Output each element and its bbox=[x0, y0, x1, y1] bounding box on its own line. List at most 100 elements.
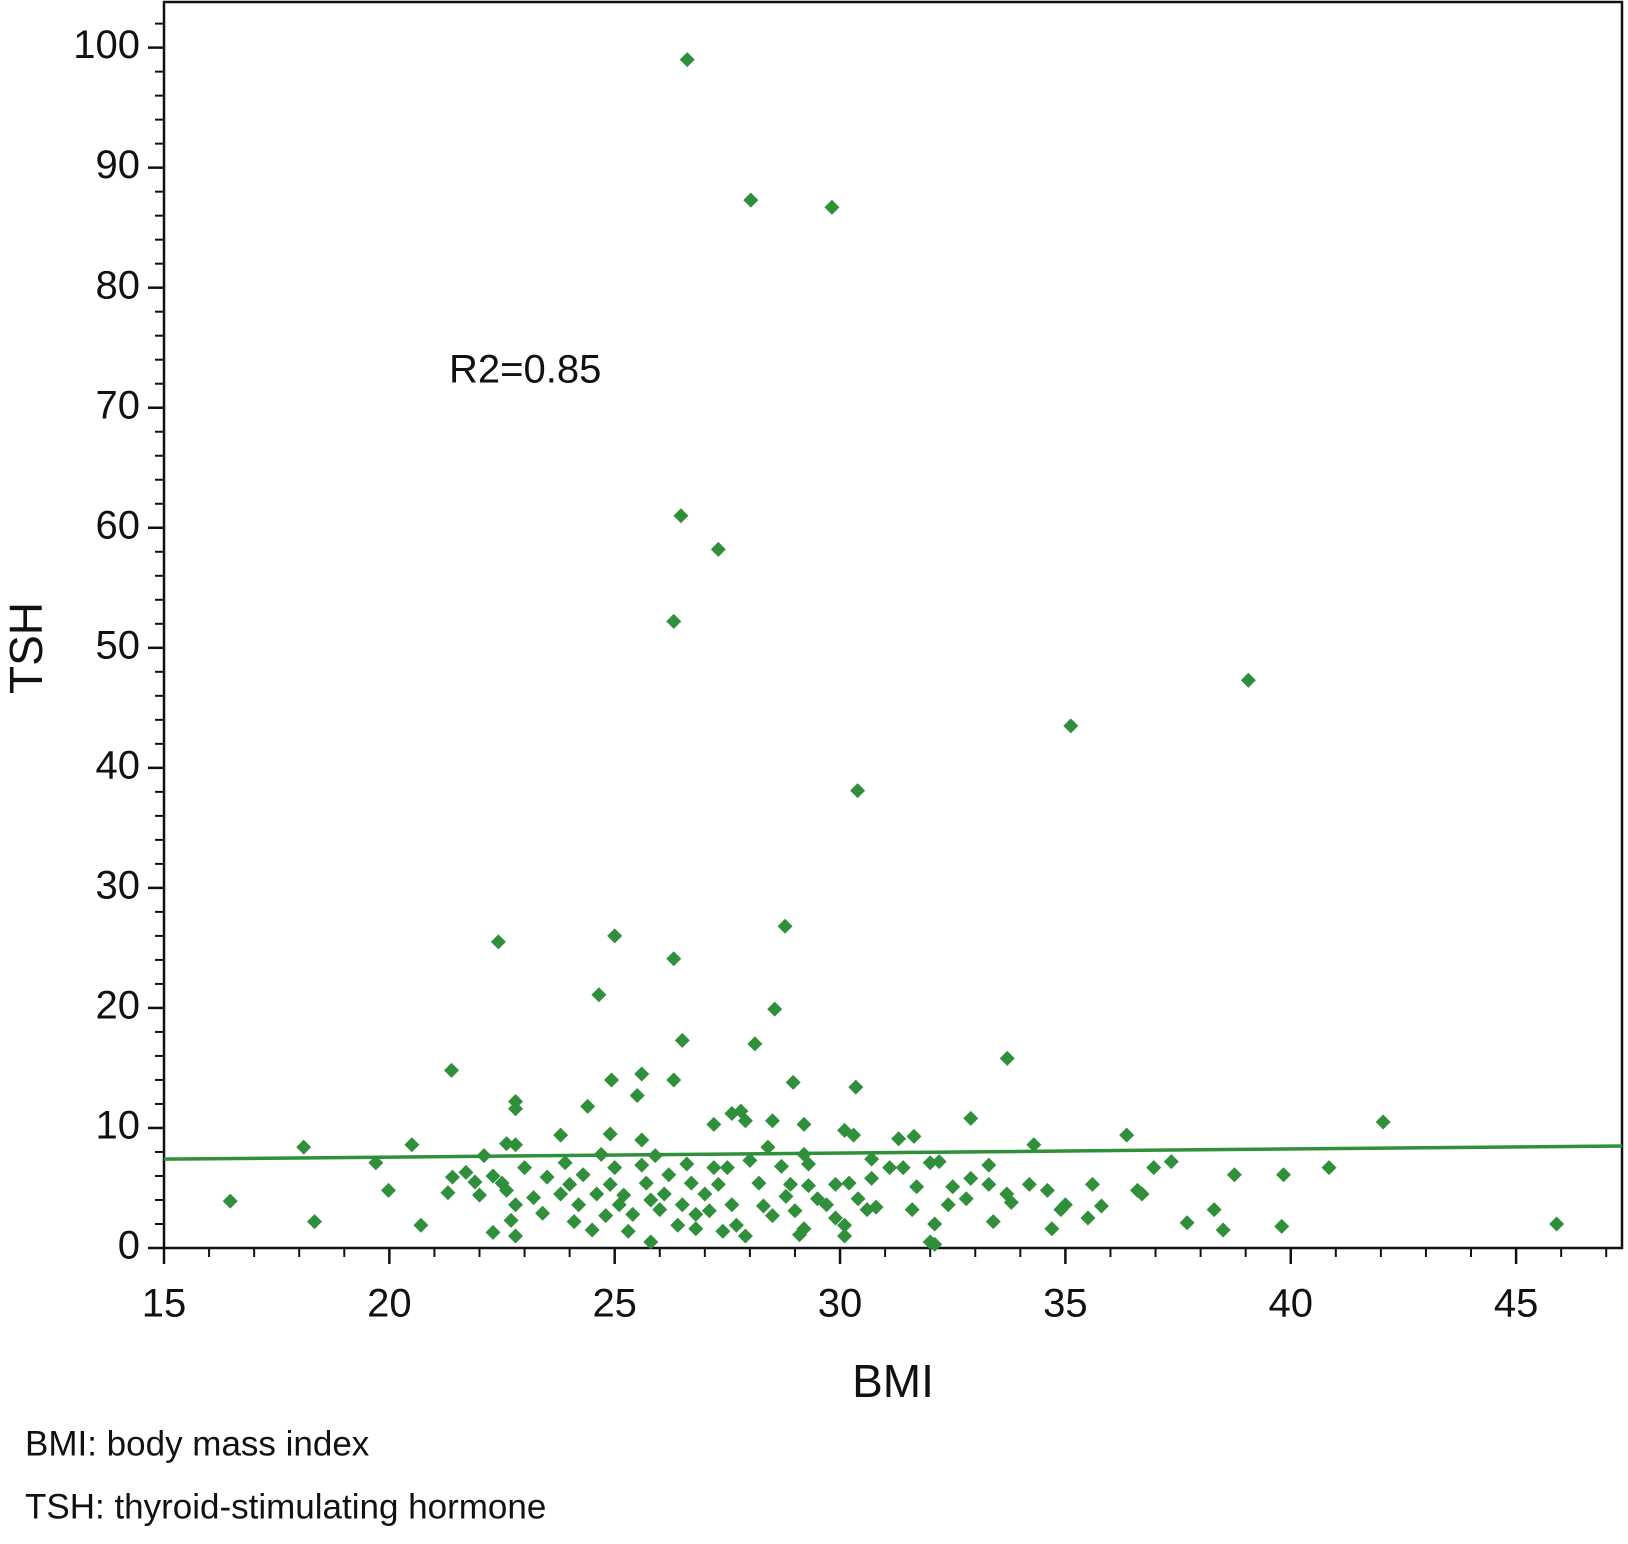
scatter-point bbox=[1179, 1215, 1195, 1231]
scatter-point bbox=[909, 1179, 925, 1195]
scatter-point bbox=[688, 1206, 704, 1222]
scatter-point bbox=[602, 1176, 618, 1192]
y-tick-label: 50 bbox=[96, 623, 141, 667]
scatter-point bbox=[737, 1113, 753, 1129]
scatter-point bbox=[1163, 1154, 1179, 1170]
scatter-point bbox=[742, 1152, 758, 1168]
footnote: TSH: thyroid-stimulating hormone bbox=[25, 1487, 546, 1526]
y-axis-title: TSH bbox=[0, 602, 52, 694]
x-tick-label: 25 bbox=[592, 1282, 637, 1326]
scatter-point bbox=[958, 1191, 974, 1207]
scatter-point bbox=[666, 1072, 682, 1088]
scatter-point bbox=[1057, 1197, 1073, 1213]
scatter-point bbox=[1206, 1202, 1222, 1218]
scatter-point bbox=[508, 1228, 524, 1244]
x-tick-label: 30 bbox=[818, 1282, 863, 1326]
scatter-point bbox=[467, 1174, 483, 1190]
scatter-point bbox=[679, 1156, 695, 1172]
scatter-point bbox=[1130, 1182, 1146, 1198]
scatter-point bbox=[517, 1160, 533, 1176]
scatter-point bbox=[773, 1158, 789, 1174]
scatter-point bbox=[674, 1032, 690, 1048]
scatter-point bbox=[848, 1079, 864, 1095]
scatter-point bbox=[602, 1126, 618, 1142]
x-tick-label: 15 bbox=[142, 1282, 187, 1326]
x-tick-label: 45 bbox=[1494, 1282, 1539, 1326]
scatter-point bbox=[791, 1227, 807, 1243]
scatter-point bbox=[747, 1036, 763, 1052]
scatter-point bbox=[368, 1155, 384, 1171]
scatter-point bbox=[999, 1050, 1015, 1066]
scatter-point bbox=[1003, 1194, 1019, 1210]
scatter-point bbox=[661, 1167, 677, 1183]
scatter-point bbox=[1276, 1167, 1292, 1183]
plot-frame bbox=[162, 0, 1624, 1250]
scatter-point bbox=[737, 1228, 753, 1244]
scatter-point bbox=[906, 1128, 922, 1144]
scatter-point bbox=[1549, 1216, 1565, 1232]
scatter-point bbox=[841, 1175, 857, 1191]
scatter-point bbox=[584, 1222, 600, 1238]
scatter-point bbox=[1084, 1176, 1100, 1192]
scatter-point bbox=[755, 1198, 771, 1214]
scatter-point bbox=[751, 1175, 767, 1191]
scatter-point bbox=[553, 1127, 569, 1143]
scatter-point bbox=[767, 1001, 783, 1017]
scatter-point bbox=[440, 1185, 456, 1201]
scatter-point bbox=[963, 1110, 979, 1126]
scatter-point bbox=[1044, 1221, 1060, 1237]
scatter-point bbox=[444, 1169, 460, 1185]
scatter-point bbox=[526, 1190, 542, 1206]
scatter-point bbox=[1021, 1176, 1037, 1192]
scatter-point bbox=[404, 1137, 420, 1153]
scatter-point bbox=[604, 1072, 620, 1088]
scatter-point bbox=[494, 1175, 510, 1191]
scatter-point bbox=[634, 1132, 650, 1148]
scatter-point bbox=[638, 1175, 654, 1191]
scatter-point bbox=[562, 1176, 578, 1192]
scatter-point bbox=[296, 1139, 312, 1155]
scatter-point bbox=[673, 508, 689, 524]
scatter-point bbox=[864, 1170, 880, 1186]
scatter-point bbox=[1240, 672, 1256, 688]
scatter-point bbox=[710, 541, 726, 557]
scatter-point bbox=[837, 1228, 853, 1244]
scatter-point bbox=[796, 1146, 812, 1162]
scatter-point bbox=[1375, 1114, 1391, 1130]
scatter-point bbox=[620, 1223, 636, 1239]
scatter-point bbox=[800, 1178, 816, 1194]
scatter-point bbox=[1119, 1127, 1135, 1143]
scatter-point bbox=[485, 1224, 501, 1240]
scatter-point bbox=[634, 1157, 650, 1173]
scatter-point bbox=[882, 1160, 898, 1176]
scatter-point bbox=[1146, 1160, 1162, 1176]
scatter-point bbox=[380, 1182, 396, 1198]
scatter-point bbox=[557, 1155, 573, 1171]
scatter-point bbox=[859, 1202, 875, 1218]
scatter-point bbox=[625, 1206, 641, 1222]
scatter-point bbox=[701, 1203, 717, 1219]
scatter-point bbox=[508, 1101, 524, 1117]
scatter-point bbox=[981, 1157, 997, 1173]
scatter-point bbox=[760, 1139, 776, 1155]
scatter-point bbox=[697, 1186, 713, 1202]
scatter-point bbox=[471, 1187, 487, 1203]
scatter-point bbox=[634, 1066, 650, 1082]
scatter-point bbox=[508, 1137, 524, 1153]
scatter-point bbox=[503, 1212, 519, 1228]
scatter-point bbox=[476, 1148, 492, 1164]
scatter-point bbox=[824, 199, 840, 215]
scatter-point bbox=[895, 1160, 911, 1176]
scatter-point bbox=[940, 1197, 956, 1213]
y-tick-label: 10 bbox=[96, 1104, 141, 1148]
scatter-point bbox=[810, 1191, 826, 1207]
scatter-point bbox=[981, 1176, 997, 1192]
footnote: BMI: body mass index bbox=[25, 1424, 370, 1463]
scatter-point bbox=[719, 1160, 735, 1176]
scatter-point bbox=[535, 1205, 551, 1221]
scatter-point bbox=[1039, 1182, 1055, 1198]
scatter-point bbox=[670, 1217, 686, 1233]
scatter-point bbox=[922, 1234, 938, 1250]
y-tick-label: 40 bbox=[96, 743, 141, 787]
